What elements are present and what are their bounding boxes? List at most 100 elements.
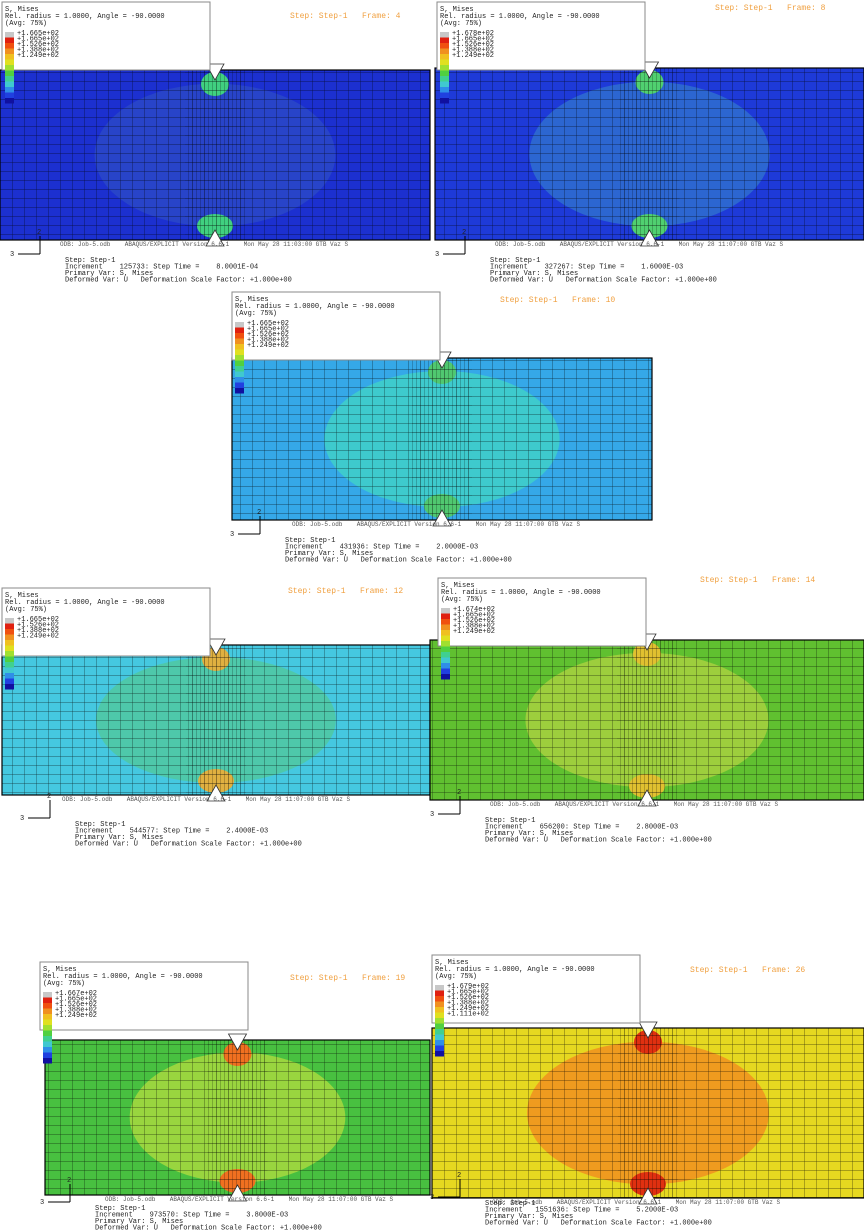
- colorbar-swatch: [43, 992, 52, 998]
- colorbar-swatch: [441, 636, 450, 642]
- footer-line: Deformed Var: U Deformation Scale Factor…: [95, 1225, 322, 1232]
- legend-label: +1.249e+02: [452, 52, 494, 60]
- colorbar-swatch: [5, 32, 14, 38]
- colorbar-swatch: [435, 985, 444, 991]
- legend-header: (Avg: 75%): [441, 596, 483, 604]
- colorbar-swatch: [5, 38, 14, 44]
- colorbar-swatch: [441, 630, 450, 636]
- colorbar-swatch: [441, 674, 450, 680]
- triad-label: 2: [257, 509, 261, 517]
- mesh-dense: [412, 358, 472, 520]
- colorbar-swatch: [440, 54, 449, 60]
- colorbar-swatch: [5, 679, 14, 685]
- triad-label: 3: [230, 531, 234, 539]
- colorbar-swatch: [5, 71, 14, 77]
- panel: S, MisesRel. radius = 1.0000, Angle = -9…: [435, 2, 864, 285]
- colorbar-swatch: [235, 355, 244, 361]
- legend-header: (Avg: 75%): [235, 310, 277, 318]
- colorbar-swatch: [5, 43, 14, 49]
- mesh-dense: [208, 1040, 268, 1195]
- colorbar-swatch: [5, 76, 14, 82]
- colorbar-swatch: [5, 624, 14, 630]
- figure: S, MisesRel. radius = 1.0000, Angle = -9…: [0, 0, 864, 1232]
- mesh-dense: [617, 640, 677, 800]
- colorbar-swatch: [235, 372, 244, 378]
- colorbar-swatch: [441, 669, 450, 675]
- colorbar-swatch: [441, 641, 450, 647]
- colorbar-swatch: [43, 1058, 52, 1064]
- colorbar-swatch: [435, 1018, 444, 1024]
- colorbar-swatch: [5, 684, 14, 690]
- colorbar-swatch: [5, 646, 14, 652]
- colorbar-swatch: [5, 87, 14, 93]
- odb-line: ODB: Job-5.odb ABAQUS/EXPLICIT Version 6…: [292, 521, 580, 528]
- colorbar-swatch: [43, 1014, 52, 1020]
- colorbar-swatch: [441, 614, 450, 620]
- colorbar-swatch: [441, 647, 450, 653]
- colorbar-swatch: [5, 651, 14, 657]
- triad-label: 3: [40, 1199, 44, 1207]
- colorbar-swatch: [435, 1046, 444, 1052]
- colorbar-swatch: [43, 1047, 52, 1053]
- colorbar-swatch: [5, 93, 14, 99]
- colorbar-swatch: [5, 640, 14, 646]
- frame-label: Step: Step-1 Frame: 8: [715, 4, 826, 13]
- colorbar-swatch: [435, 1002, 444, 1008]
- colorbar-swatch: [435, 996, 444, 1002]
- panel: S, MisesRel. radius = 1.0000, Angle = -9…: [430, 955, 864, 1228]
- frame-label: Step: Step-1 Frame: 12: [288, 587, 403, 596]
- colorbar-swatch: [5, 49, 14, 55]
- triad-label: 2: [47, 793, 51, 801]
- panel: S, MisesRel. radius = 1.0000, Angle = -9…: [2, 587, 430, 849]
- odb-line: ODB: Job-5.odb ABAQUS/EXPLICIT Version 6…: [62, 796, 350, 803]
- odb-line: ODB: Job-5.odb ABAQUS/EXPLICIT Version 6…: [490, 801, 778, 808]
- colorbar-swatch: [435, 1051, 444, 1057]
- mesh-dense: [620, 68, 680, 240]
- colorbar-swatch: [435, 1029, 444, 1035]
- colorbar-swatch: [435, 1040, 444, 1046]
- colorbar-swatch: [440, 43, 449, 49]
- legend-label: +1.111e+02: [447, 1011, 489, 1019]
- legend-header: (Avg: 75%): [435, 973, 477, 981]
- colorbar-swatch: [435, 1035, 444, 1041]
- colorbar-swatch: [440, 65, 449, 71]
- legend-label: +1.249e+02: [17, 52, 59, 60]
- odb-line: ODB: Job-5.odb ABAQUS/EXPLICIT Version 6…: [60, 241, 348, 248]
- colorbar-swatch: [441, 663, 450, 669]
- colorbar-swatch: [235, 377, 244, 383]
- colorbar-swatch: [43, 1053, 52, 1059]
- panel: S, MisesRel. radius = 1.0000, Angle = -9…: [430, 576, 864, 845]
- footer-line: Deformed Var: U Deformation Scale Factor…: [485, 1220, 712, 1228]
- legend-header: (Avg: 75%): [5, 606, 47, 614]
- colorbar-swatch: [235, 366, 244, 372]
- colorbar-swatch: [235, 328, 244, 334]
- colorbar-swatch: [5, 668, 14, 674]
- triad-label: 2: [67, 1177, 71, 1185]
- triad-label: 3: [20, 815, 24, 823]
- colorbar-swatch: [440, 98, 449, 104]
- frame-label: Step: Step-1 Frame: 10: [500, 296, 615, 305]
- triad-label: 2: [37, 229, 41, 237]
- colorbar-swatch: [440, 82, 449, 88]
- colorbar-swatch: [43, 1036, 52, 1042]
- colorbar-swatch: [441, 652, 450, 658]
- legend-label: +1.249e+02: [453, 628, 495, 636]
- colorbar-swatch: [5, 662, 14, 668]
- colorbar-swatch: [5, 618, 14, 624]
- legend-label: +1.249e+02: [55, 1012, 97, 1020]
- colorbar-swatch: [440, 87, 449, 93]
- colorbar-swatch: [5, 60, 14, 66]
- colorbar-swatch: [43, 998, 52, 1004]
- colorbar-swatch: [5, 673, 14, 679]
- colorbar-swatch: [235, 339, 244, 345]
- colorbar-swatch: [5, 65, 14, 71]
- colorbar-swatch: [435, 1013, 444, 1019]
- mesh-dense: [186, 645, 246, 795]
- colorbar-swatch: [43, 1025, 52, 1031]
- footer-line: Deformed Var: U Deformation Scale Factor…: [75, 841, 302, 849]
- footer-line: Deformed Var: U Deformation Scale Factor…: [65, 277, 292, 285]
- colorbar-swatch: [5, 82, 14, 88]
- colorbar-swatch: [235, 383, 244, 389]
- colorbar-swatch: [5, 635, 14, 641]
- colorbar-swatch: [435, 1024, 444, 1030]
